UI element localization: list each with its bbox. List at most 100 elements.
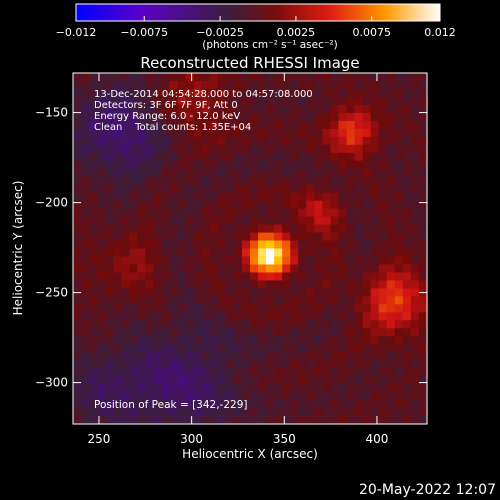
heatmap-cell xyxy=(418,176,428,186)
heatmap-cell xyxy=(209,152,219,162)
heatmap-cell xyxy=(225,73,235,82)
heatmap-cell xyxy=(370,160,380,170)
heatmap-cell xyxy=(209,200,219,210)
heatmap-cell xyxy=(177,248,187,258)
heatmap-cell xyxy=(129,152,138,162)
heatmap-cell xyxy=(330,376,340,385)
heatmap-cell xyxy=(225,96,235,106)
heatmap-cell xyxy=(177,112,187,122)
heatmap-cell xyxy=(161,384,171,393)
heatmap-cell xyxy=(73,400,82,409)
heatmap-cell xyxy=(402,232,412,242)
heatmap-cell xyxy=(89,416,98,425)
heatmap-cell xyxy=(274,232,283,242)
heatmap-cell xyxy=(410,176,420,186)
heatmap-cell xyxy=(410,344,420,353)
heatmap-cell xyxy=(201,288,211,297)
colorbar-tick-label: 0.0075 xyxy=(353,26,392,39)
heatmap-cell xyxy=(177,384,187,393)
heatmap-cell xyxy=(129,312,138,321)
heatmap-cell xyxy=(322,112,332,122)
heatmap-cell xyxy=(370,168,380,178)
heatmap-cell xyxy=(330,104,340,114)
heatmap-cell xyxy=(298,296,307,305)
heatmap-cell xyxy=(250,168,259,178)
heatmap-cell xyxy=(370,416,380,425)
heatmap-cell xyxy=(201,144,211,154)
heatmap-cell xyxy=(201,160,211,170)
heatmap-cell xyxy=(282,176,291,186)
heatmap-cell xyxy=(338,88,348,98)
heatmap-cell xyxy=(410,80,420,90)
heatmap-cell xyxy=(410,376,420,385)
heatmap-cell xyxy=(185,400,195,409)
heatmap-cell xyxy=(378,296,388,305)
heatmap-cell xyxy=(129,176,138,186)
heatmap-cell xyxy=(402,400,412,409)
heatmap-cell xyxy=(314,104,324,114)
heatmap-cell xyxy=(362,256,372,266)
heatmap-cell xyxy=(113,208,122,218)
heatmap-cell xyxy=(266,168,275,178)
heatmap-cell xyxy=(370,392,380,401)
heatmap-cell xyxy=(378,160,388,170)
heatmap-cell xyxy=(193,88,203,98)
heatmap-cell xyxy=(193,128,203,138)
heatmap-cell xyxy=(129,392,138,401)
heatmap-cell xyxy=(274,248,283,258)
heatmap-cell xyxy=(282,312,291,321)
heatmap-cell xyxy=(225,224,235,234)
colorbar-tick-label: −0.0075 xyxy=(120,26,168,39)
heatmap-cell xyxy=(274,208,283,218)
heatmap-cell xyxy=(362,96,372,106)
heatmap-cell xyxy=(338,120,348,130)
heatmap-cell xyxy=(258,280,267,289)
heatmap-cell xyxy=(298,368,307,377)
heatmap-cell xyxy=(338,296,348,305)
heatmap-cell xyxy=(161,208,171,218)
heatmap-cell xyxy=(290,248,299,258)
heatmap-cell xyxy=(274,73,283,82)
heatmap-cell xyxy=(354,160,364,170)
heatmap-cell xyxy=(290,120,299,130)
heatmap-cell xyxy=(201,416,211,425)
heatmap-cell xyxy=(217,384,227,393)
heatmap-cell xyxy=(81,400,90,409)
heatmap-cell xyxy=(314,280,324,289)
heatmap-cell xyxy=(129,144,138,154)
heatmap-cell xyxy=(169,88,179,98)
heatmap-cell xyxy=(161,312,171,321)
heatmap-cell xyxy=(274,384,283,393)
heatmap-cell xyxy=(145,336,155,345)
heatmap-cell xyxy=(121,224,130,234)
heatmap-cell xyxy=(330,360,340,369)
heatmap-cell xyxy=(89,376,98,385)
heatmap-cell xyxy=(201,176,211,186)
heatmap-cell xyxy=(233,184,243,194)
heatmap-cell xyxy=(258,320,267,329)
heatmap-cell xyxy=(153,176,163,186)
heatmap-cell xyxy=(97,264,106,274)
heatmap-cell xyxy=(418,280,428,289)
heatmap-cell xyxy=(402,280,412,289)
heatmap-cell xyxy=(105,96,114,106)
heatmap-cell xyxy=(266,176,275,186)
heatmap-cell xyxy=(233,384,243,393)
x-tick-label: 300 xyxy=(180,432,203,446)
heatmap-cell xyxy=(346,144,356,154)
heatmap-cell xyxy=(338,400,348,409)
heatmap-cell xyxy=(113,320,122,329)
heatmap-cell xyxy=(193,224,203,234)
heatmap-cell xyxy=(306,208,315,218)
heatmap-cell xyxy=(89,304,98,313)
heatmap-cell xyxy=(394,80,404,90)
heatmap-cell xyxy=(129,336,138,345)
heatmap-cell xyxy=(105,248,114,258)
heatmap-cell xyxy=(105,208,114,218)
heatmap-cell xyxy=(314,168,324,178)
heatmap-cell xyxy=(105,272,114,282)
heatmap-cell xyxy=(73,392,82,401)
heatmap-cell xyxy=(314,336,324,345)
heatmap-cell xyxy=(306,144,315,154)
heatmap-cell xyxy=(346,296,356,305)
